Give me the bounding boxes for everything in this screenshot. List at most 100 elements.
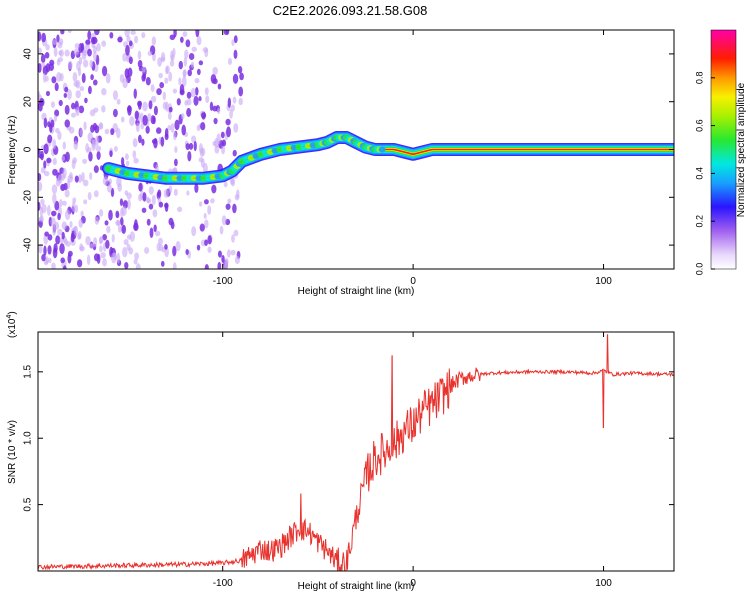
spectrogram-noise-dot [99,209,104,217]
spectrogram-noise-dot [181,76,187,87]
spectrogram-noise-dot [230,178,236,187]
spectrogram-noise-dot [121,206,127,216]
spectrogram-noise-dot [178,60,183,70]
spectrogram-noise-dot [120,157,125,166]
spectrogram-noise-dot [48,63,55,72]
spectrogram-noise-dot [156,242,161,252]
spectrogram-noise-dot [168,106,173,113]
spectrogram-noise-dot [152,209,158,218]
spectrogram-noise-dot [85,236,91,246]
spectrogram-noise-dot [63,92,68,98]
spectrogram-y-ticks: -40 -20 0 20 40 [23,48,674,252]
spectrogram-noise-dot [64,86,69,93]
spectrogram-noise-dot [119,198,124,206]
spectrogram-noise-dot [110,252,117,264]
spectrogram-noise-dot [137,100,143,107]
spectrogram-noise-dot [64,209,71,221]
spectrogram-noise-dot [194,86,199,96]
colorbar-tick-label: 0.8 [694,72,704,85]
snr-y-tick-label: 1.5 [23,364,34,378]
spectrogram-noise-dot [78,218,83,228]
snr-frame [37,331,675,572]
spectrogram-noise-dot [45,43,50,51]
spectrogram-noise-dot [164,77,169,84]
spectrogram-noise-dot [47,234,53,241]
spectrogram-noise-dot [140,123,144,130]
spectrogram-noise-dot [178,77,182,86]
spectrogram-noise-dot [65,151,70,163]
spectrogram-noise-dot [232,73,239,84]
spectrogram-noise-dot [41,254,46,262]
spectrogram-noise-dot [130,30,136,36]
spectrogram-noise-dot [132,150,137,159]
spectrogram-noise-dot [212,140,217,147]
spectrogram-noise-dot [73,226,78,232]
spectrogram-noise-dot [93,165,99,174]
spectrogram-noise-dot [81,49,87,61]
spectrogram-noise-dot [91,140,96,151]
spectrogram-noise-dot [150,95,157,103]
spectrogram-noise-dot [223,30,229,35]
spectrogram-noise-dot [141,138,145,146]
spectrogram-noise-dot [186,107,192,117]
spectrogram-noise-dot [211,184,217,194]
spectrogram-noise-dot [164,243,168,250]
spectrogram-noise-dot [104,220,109,226]
spectrogram-noise-dot [233,35,238,44]
spectrogram-y-tick-label: -20 [23,190,34,205]
spectrogram-noise-dot [43,245,47,256]
spectrogram-ridge [102,131,674,185]
spectrogram-noise-dot [43,234,49,245]
spectrogram-noise-dot [237,66,243,74]
spectrogram-noise-dot [134,35,139,44]
spectrogram-noise-dot [239,72,244,81]
spectrogram-noise-dot [146,196,150,204]
spectrogram-noise-dot [96,151,101,160]
snr-x-tick-label: -100 [213,578,233,589]
spectrogram-noise-dot [47,245,52,255]
spectrogram-noise-dot [199,223,205,232]
spectrogram-noise-dot [93,237,98,247]
spectrogram-noise-dot [79,86,85,92]
snr-x-ticks: -100 0 100 [213,332,612,589]
spectrogram-noise-dot [88,243,95,249]
spectrogram-y-tick-label: 40 [23,48,34,60]
spectrogram-noise-dot [186,91,192,99]
spectrogram-noise-dot [153,224,157,233]
spectrogram-noise-dot [146,218,151,226]
spectrogram-noise-dot [38,173,42,181]
spectrogram-noise-dot [165,66,169,75]
spectrogram-noise-dot [52,168,58,176]
snr-y-multiplier: (x104) [6,311,18,338]
snr-x-label: Height of straight line (km) [298,581,415,592]
spectrogram-noise-dot [160,260,165,267]
spectrogram-noise-dot [60,183,66,192]
spectrogram-noise-dot [153,105,158,116]
spectrogram-noise-dot [38,47,42,54]
spectrogram-x-ticks: -100 0 100 [213,30,612,287]
spectrogram-noise-dot [198,60,204,66]
spectrogram-y-tick-label: 0 [23,146,34,152]
spectrogram-noise-dot [50,217,56,227]
spectrogram-noise-dot [182,31,188,38]
spectrogram-noise-dot [217,261,222,269]
spectrogram-noise-dot [198,96,202,102]
spectrogram-noise-dot [230,249,236,256]
spectrogram-noise-dot [145,125,150,134]
spectrogram-noise-dot [55,235,61,245]
spectrogram-noise-dot [135,263,141,269]
spectrogram-noise-dot [59,49,64,57]
spectrogram-noise-dot [39,206,44,218]
spectrogram-noise-dot [164,127,169,138]
spectrogram-noise-dot [79,243,84,251]
spectrogram-noise-dot [89,59,94,68]
spectrogram-noise-dot [75,106,80,117]
spectrogram-noise-dot [172,245,177,257]
spectrogram-noise-dot [126,234,132,240]
spectrogram-noise-dot [168,185,173,194]
spectrogram-noise-dot [147,113,152,122]
spectrogram-noise-dot [40,150,44,161]
spectrogram-noise-dot [167,112,172,120]
spectrogram-noise-dot [71,201,76,212]
spectrogram-noise-dot [212,66,218,76]
